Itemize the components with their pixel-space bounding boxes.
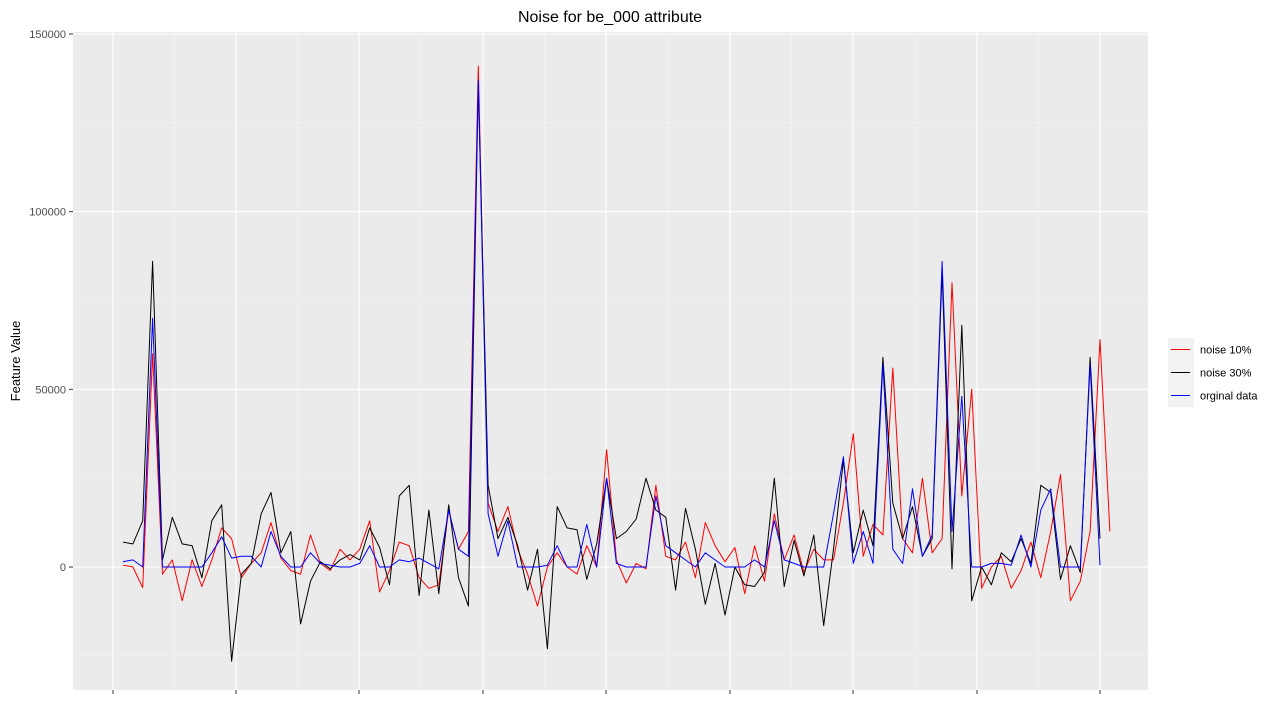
legend-label-0: noise 10% — [1200, 345, 1252, 357]
y-tick-label-0: 0 — [60, 562, 66, 574]
y-tick-label-3: 150000 — [29, 29, 66, 41]
chart-title: Noise for be_000 attribute — [518, 9, 702, 26]
series-lines — [122, 65, 1111, 662]
y-tick-label-1: 50000 — [35, 384, 66, 396]
y-axis-title: Feature Value — [8, 321, 23, 402]
legend: noise 10% noise 30% orginal data — [1168, 338, 1258, 407]
x-axis — [112, 690, 1101, 694]
series-line-2 — [122, 79, 1101, 570]
grid-major — [73, 32, 1148, 690]
y-tick-label-2: 100000 — [29, 207, 66, 219]
grid-minor — [73, 32, 1148, 690]
legend-label-1: noise 30% — [1200, 368, 1252, 380]
y-axis: 0 50000 100000 150000 — [29, 29, 73, 574]
plot-panel — [73, 32, 1148, 690]
legend-label-2: orginal data — [1200, 391, 1258, 403]
